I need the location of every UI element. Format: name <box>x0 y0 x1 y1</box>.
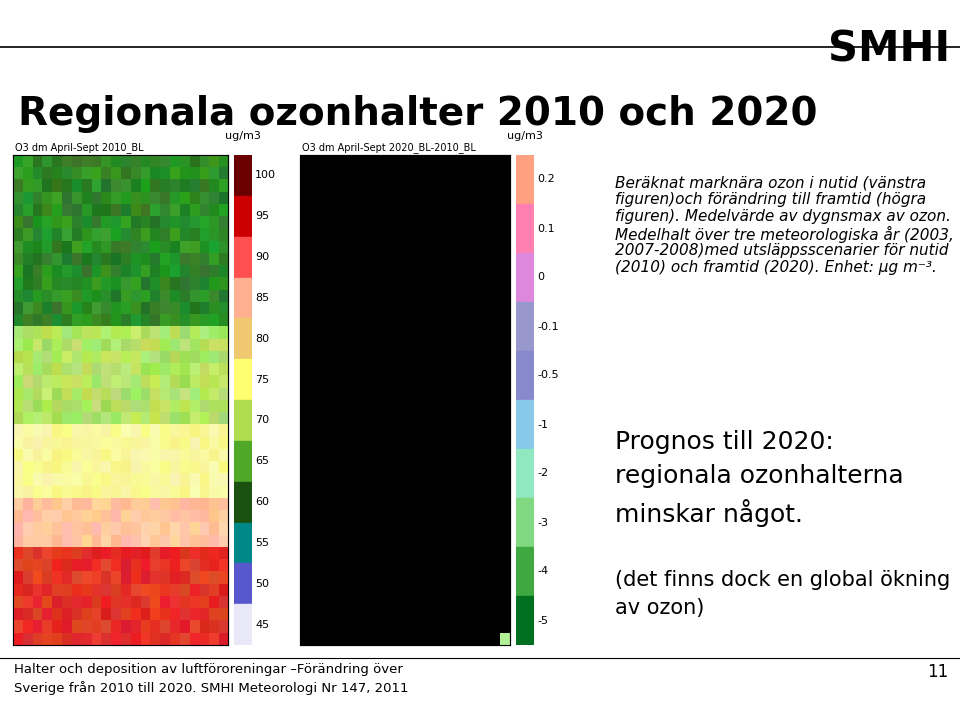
Text: -2: -2 <box>537 469 548 479</box>
Bar <box>516 155 534 204</box>
Bar <box>516 253 534 302</box>
Text: 45: 45 <box>255 620 269 630</box>
Text: Halter och deposition av luftföroreningar –Förändring över
Sverige från 2010 til: Halter och deposition av luftföroreninga… <box>14 663 409 695</box>
Bar <box>234 523 252 563</box>
Text: 50: 50 <box>255 579 269 589</box>
Bar <box>516 204 534 253</box>
Text: -0.5: -0.5 <box>537 370 559 380</box>
Text: 60: 60 <box>255 497 269 507</box>
Text: 0.1: 0.1 <box>537 224 555 234</box>
Text: O3 dm April-Sept 2010_BL: O3 dm April-Sept 2010_BL <box>15 142 144 153</box>
Text: -3: -3 <box>537 518 548 528</box>
Bar <box>234 441 252 482</box>
Bar <box>234 482 252 523</box>
Text: (2010) och framtid (2020). Enhet: μg m⁻³.: (2010) och framtid (2020). Enhet: μg m⁻³… <box>615 260 937 275</box>
Text: 90: 90 <box>255 252 269 262</box>
Text: (det finns dock en global ökning
av ozon): (det finns dock en global ökning av ozon… <box>615 570 950 618</box>
Bar <box>234 155 252 196</box>
Bar <box>300 155 510 645</box>
Text: 70: 70 <box>255 416 269 426</box>
Bar <box>234 360 252 400</box>
Text: 0: 0 <box>537 273 544 283</box>
Bar <box>516 547 534 596</box>
Text: 2007-2008)med utsläppsscenarier för nutid: 2007-2008)med utsläppsscenarier för nuti… <box>615 243 948 258</box>
Bar <box>516 400 534 449</box>
Bar <box>516 302 534 351</box>
Text: Regionala ozonhalter 2010 och 2020: Regionala ozonhalter 2010 och 2020 <box>18 95 818 133</box>
Text: Beräknat marknära ozon i nutid (vänstra: Beräknat marknära ozon i nutid (vänstra <box>615 175 926 190</box>
Text: -4: -4 <box>537 567 548 577</box>
Bar <box>234 196 252 237</box>
Bar <box>234 237 252 278</box>
Bar <box>516 449 534 498</box>
Text: 100: 100 <box>255 170 276 180</box>
Bar <box>234 604 252 645</box>
Text: ug/m3: ug/m3 <box>225 131 261 141</box>
Text: SMHI: SMHI <box>828 28 950 70</box>
Text: Prognos till 2020:
regionala ozonhalterna
minskar något.: Prognos till 2020: regionala ozonhaltern… <box>615 430 903 527</box>
Bar <box>13 155 228 645</box>
Bar <box>516 596 534 645</box>
Bar <box>234 563 252 604</box>
Text: figuren)och förändring till framtid (högra: figuren)och förändring till framtid (hög… <box>615 192 926 207</box>
Text: -5: -5 <box>537 615 548 626</box>
Bar <box>234 319 252 360</box>
Bar <box>234 278 252 319</box>
Text: figuren). Medelvärde av dygnsmax av ozon.: figuren). Medelvärde av dygnsmax av ozon… <box>615 209 950 224</box>
Text: 65: 65 <box>255 457 269 466</box>
Bar <box>234 400 252 441</box>
Bar <box>516 498 534 547</box>
Text: -0.1: -0.1 <box>537 321 559 331</box>
Text: 11: 11 <box>926 663 948 681</box>
Text: 0.2: 0.2 <box>537 175 555 185</box>
Text: 95: 95 <box>255 211 269 221</box>
Text: 80: 80 <box>255 334 269 344</box>
Text: O3 dm April-Sept 2020_BL-2010_BL: O3 dm April-Sept 2020_BL-2010_BL <box>302 142 476 153</box>
Bar <box>516 351 534 400</box>
Text: ug/m3: ug/m3 <box>507 131 543 141</box>
Text: 55: 55 <box>255 538 269 548</box>
Text: Medelhalt över tre meteorologiska år (2003,: Medelhalt över tre meteorologiska år (20… <box>615 226 954 243</box>
Text: 75: 75 <box>255 375 269 385</box>
Text: -1: -1 <box>537 419 548 429</box>
Text: 85: 85 <box>255 293 269 303</box>
